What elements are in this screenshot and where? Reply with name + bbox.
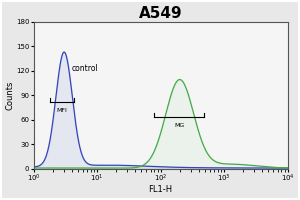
Text: MG: MG — [174, 123, 184, 128]
Text: control: control — [71, 64, 98, 73]
Title: A549: A549 — [139, 6, 182, 21]
Y-axis label: Counts: Counts — [6, 80, 15, 110]
X-axis label: FL1-H: FL1-H — [148, 185, 172, 194]
Text: MFI: MFI — [57, 108, 68, 113]
